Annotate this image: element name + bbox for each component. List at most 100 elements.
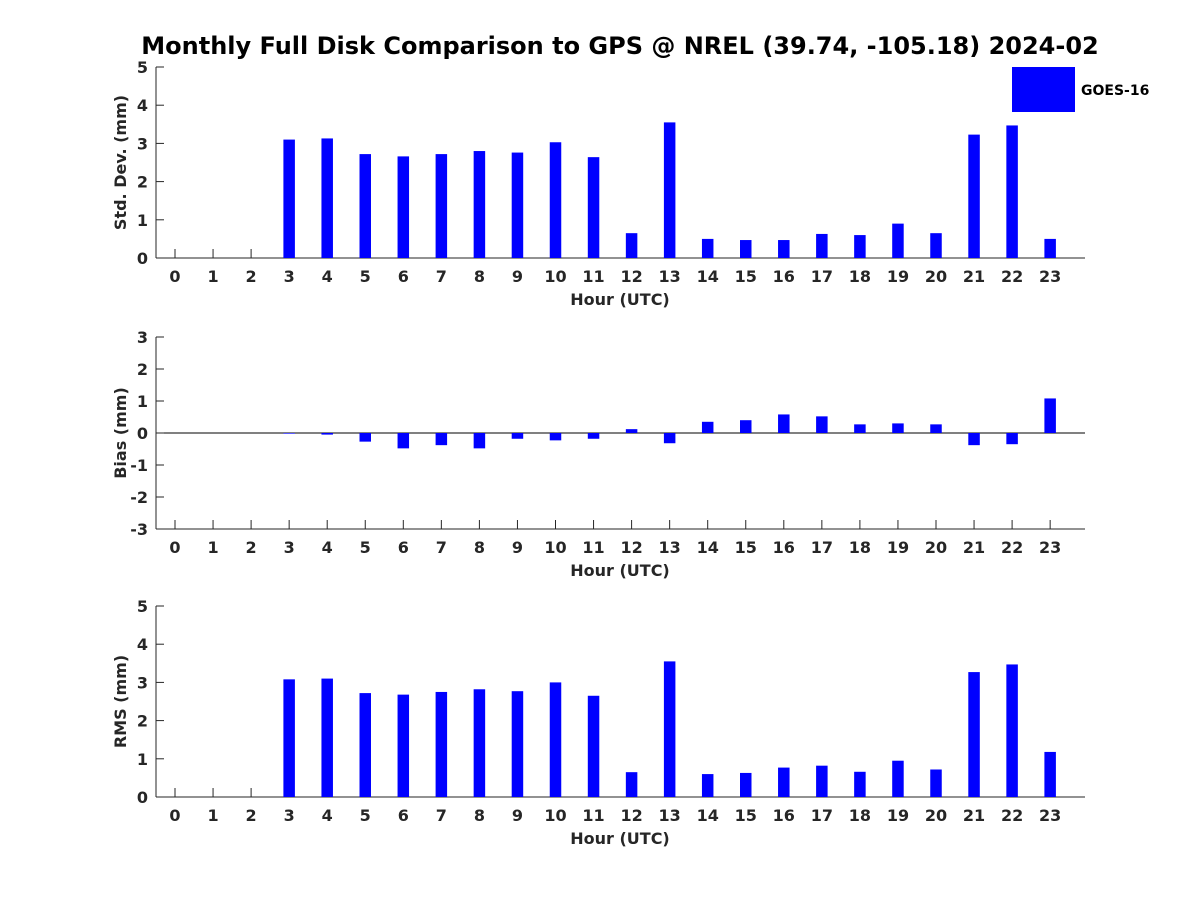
x-tick-label: 8 (474, 538, 485, 557)
bar (701, 774, 714, 797)
bar (778, 240, 790, 258)
x-tick-label: 16 (773, 538, 795, 557)
x-tick-label: 21 (963, 267, 985, 286)
x-tick-label: 19 (887, 267, 909, 286)
x-tick-label: 0 (169, 538, 180, 557)
x-tick-label: 21 (963, 806, 985, 825)
y-tick-label: 2 (137, 360, 148, 379)
x-tick-label: 15 (735, 267, 757, 286)
bar (397, 694, 410, 797)
y-tick-label: 0 (137, 249, 148, 268)
y-tick-label: 4 (137, 635, 148, 654)
x-tick-label: 9 (512, 806, 523, 825)
bar (435, 691, 448, 797)
bar (473, 689, 486, 797)
bar (854, 771, 866, 797)
x-tick-label: 22 (1001, 267, 1023, 286)
bar (1006, 125, 1018, 258)
bar (968, 433, 980, 446)
bar (663, 433, 676, 444)
bar (625, 429, 638, 433)
legend: GOES-16 (1012, 67, 1149, 112)
bar (549, 433, 562, 441)
bar (892, 223, 904, 258)
bar (321, 138, 333, 258)
x-tick-label: 23 (1039, 538, 1061, 557)
legend-swatch (1012, 67, 1075, 112)
bar (930, 233, 942, 258)
x-tick-label: 9 (512, 538, 523, 557)
bar (854, 235, 866, 258)
bar (701, 238, 714, 258)
y-tick-label: 1 (137, 392, 148, 411)
x-tick-label: 13 (659, 267, 681, 286)
bar (1044, 398, 1056, 433)
x-tick-label: 4 (322, 267, 333, 286)
bar (1006, 664, 1018, 797)
bar (930, 769, 942, 797)
x-tick-label: 21 (963, 538, 985, 557)
x-tick-label: 15 (735, 538, 757, 557)
x-tick-label: 17 (811, 267, 833, 286)
bar (435, 154, 448, 258)
x-tick-label: 17 (811, 806, 833, 825)
bar (930, 424, 942, 433)
x-tick-label: 18 (849, 806, 871, 825)
legend-label: GOES-16 (1081, 83, 1149, 99)
bar (1044, 238, 1056, 258)
x-tick-label: 3 (284, 538, 295, 557)
x-tick-label: 6 (398, 267, 409, 286)
bar (321, 433, 333, 435)
bar (778, 414, 790, 433)
bar (778, 767, 790, 797)
x-tick-label: 12 (620, 806, 642, 825)
x-tick-label: 16 (773, 267, 795, 286)
y-tick-label: 1 (137, 750, 148, 769)
x-axis-label: Hour (UTC) (570, 290, 670, 309)
y-tick-label: 1 (137, 211, 148, 230)
bar (968, 672, 980, 797)
y-tick-label: 0 (137, 788, 148, 807)
bar (740, 772, 752, 797)
y-axis-label: Bias (mm) (111, 387, 130, 479)
x-axis-label: Hour (UTC) (570, 561, 670, 580)
x-tick-label: 6 (398, 806, 409, 825)
x-tick-label: 7 (436, 538, 447, 557)
x-tick-label: 16 (773, 806, 795, 825)
x-tick-label: 4 (322, 538, 333, 557)
x-tick-label: 9 (512, 267, 523, 286)
x-tick-label: 10 (544, 538, 566, 557)
x-tick-label: 20 (925, 806, 947, 825)
y-tick-label: 0 (137, 424, 148, 443)
x-tick-label: 12 (620, 267, 642, 286)
y-tick-label: 2 (137, 173, 148, 192)
bar (359, 433, 371, 442)
x-tick-label: 0 (169, 806, 180, 825)
x-axis-label: Hour (UTC) (570, 829, 670, 848)
bar (968, 134, 980, 258)
bar (587, 695, 600, 797)
x-tick-label: 14 (697, 806, 719, 825)
bar (473, 151, 486, 258)
y-tick-label: 3 (137, 328, 148, 347)
x-tick-label: 14 (697, 267, 719, 286)
x-tick-label: 14 (697, 538, 719, 557)
x-tick-label: 2 (246, 538, 257, 557)
x-tick-label: 3 (284, 267, 295, 286)
x-tick-label: 1 (207, 538, 218, 557)
bar (625, 233, 638, 258)
x-tick-label: 12 (620, 538, 642, 557)
x-tick-label: 10 (544, 267, 566, 286)
x-tick-label: 11 (582, 806, 604, 825)
bar (587, 433, 600, 439)
x-tick-label: 8 (474, 806, 485, 825)
bar (283, 139, 295, 258)
x-tick-label: 7 (436, 267, 447, 286)
y-tick-label: 5 (137, 597, 148, 616)
x-tick-label: 19 (887, 806, 909, 825)
bar (549, 142, 562, 258)
x-tick-label: 11 (582, 267, 604, 286)
bar (854, 424, 866, 433)
